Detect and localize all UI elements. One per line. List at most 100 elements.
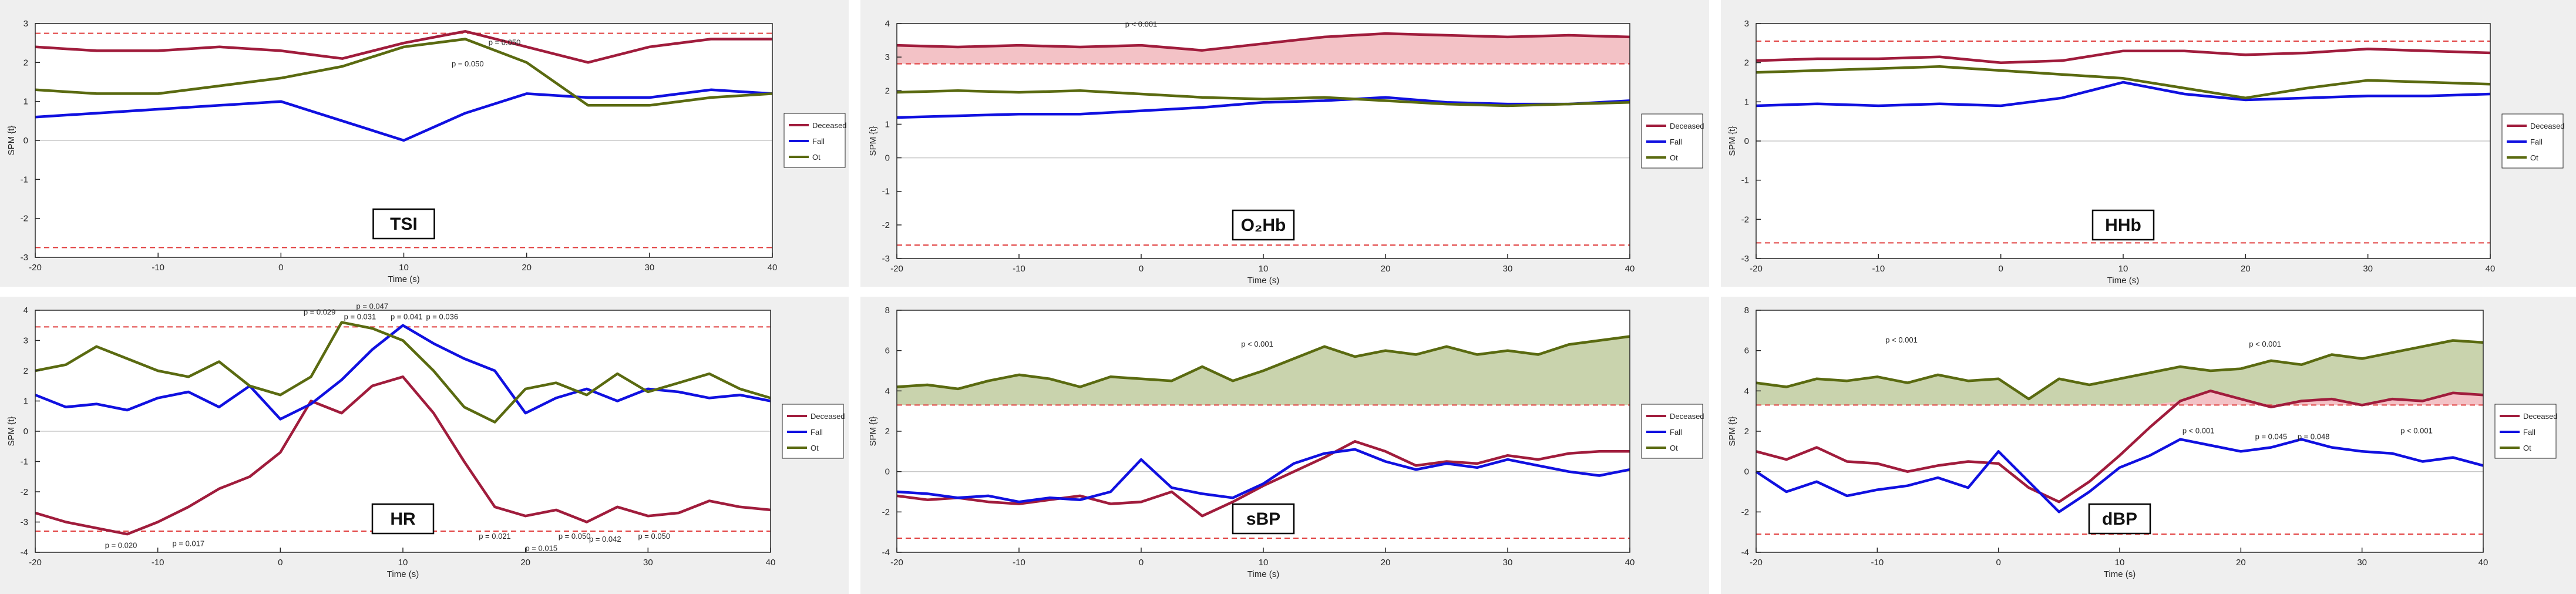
legend-entry-fall: Fall — [812, 137, 825, 146]
p-value-annotation: p = 0.042 — [589, 535, 621, 543]
y-tick-label: -1 — [1741, 176, 1749, 186]
y-tick-label: -2 — [1741, 214, 1749, 224]
p-value-annotation: p = 0.045 — [2255, 432, 2288, 441]
y-tick-label: 3 — [885, 52, 890, 62]
p-value-annotation: p = 0.047 — [357, 301, 389, 310]
x-axis-label: Time (s) — [387, 569, 419, 579]
y-tick-label: 0 — [885, 467, 890, 477]
p-value-annotation: p < 0.001 — [1241, 340, 1273, 348]
p-value-annotation: p = 0.029 — [304, 308, 336, 317]
x-tick-label: 20 — [2241, 264, 2251, 274]
p-value-annotation: p = 0.031 — [344, 312, 376, 321]
y-tick-label: 1 — [1744, 97, 1749, 107]
x-tick-label: 0 — [1139, 264, 1144, 274]
p-value-annotation: p = 0.050 — [489, 38, 521, 46]
series-line-ot — [896, 89, 1630, 108]
y-tick-label: 0 — [1744, 467, 1749, 477]
legend-entry-ot: Ot — [1670, 444, 1678, 452]
y-tick-label: 6 — [1744, 346, 1749, 356]
x-tick-label: 40 — [768, 263, 778, 273]
series-line-deceased — [1756, 390, 2484, 504]
y-tick-label: 2 — [23, 366, 28, 376]
x-tick-label: 0 — [278, 558, 283, 568]
series-line-deceased — [35, 375, 771, 536]
panel-label: O₂Hb — [1241, 216, 1286, 235]
x-tick-label: 20 — [1381, 264, 1391, 274]
legend-entry-ot: Ot — [811, 444, 819, 452]
y-tick-label: 1 — [23, 397, 28, 407]
x-axis-label: Time (s) — [388, 274, 419, 284]
legend-entry-fall: Fall — [2523, 428, 2535, 437]
p-value-annotation: p = 0.015 — [526, 543, 558, 552]
y-tick-label: 2 — [23, 58, 28, 68]
x-tick-label: -20 — [1750, 558, 1763, 568]
x-tick-label: 0 — [1998, 264, 2003, 274]
p-value-annotation: p = 0.017 — [173, 539, 205, 548]
y-tick-label: 8 — [885, 306, 890, 316]
y-tick-label: -2 — [1741, 507, 1749, 517]
y-tick-label: 4 — [885, 386, 890, 396]
significance-shading — [897, 33, 1630, 64]
y-tick-label: 3 — [1744, 19, 1749, 29]
x-tick-label: -10 — [1013, 558, 1025, 568]
p-value-annotation: p < 0.001 — [2400, 426, 2433, 435]
panel-label-box — [2091, 209, 2155, 241]
p-value-annotation: p < 0.001 — [2182, 426, 2215, 435]
x-tick-label: 10 — [2115, 558, 2125, 568]
y-axis-label: SPM {t} — [1727, 417, 1737, 447]
y-tick-label: 1 — [885, 119, 890, 129]
panel-label-box — [372, 208, 435, 240]
y-tick-label: -3 — [21, 253, 28, 263]
series-line-deceased — [35, 30, 772, 64]
panel-label-box — [1232, 209, 1295, 241]
y-tick-label: -4 — [21, 548, 28, 558]
panel-label: HHb — [2105, 216, 2141, 235]
x-tick-label: 30 — [644, 263, 654, 273]
y-tick-label: 0 — [23, 427, 28, 437]
y-tick-label: 4 — [23, 306, 28, 316]
x-tick-label: 20 — [520, 558, 530, 568]
x-tick-label: 30 — [643, 558, 653, 568]
p-value-annotation: p = 0.041 — [391, 312, 423, 321]
y-tick-label: 0 — [23, 136, 28, 146]
x-tick-label: 30 — [2357, 558, 2367, 568]
x-tick-label: 40 — [1625, 558, 1635, 568]
p-value-annotation: p = 0.050 — [452, 59, 484, 68]
legend-entry-ot: Ot — [812, 153, 820, 162]
y-axis-label: SPM {t} — [6, 417, 16, 447]
series-line-fall — [35, 88, 773, 142]
legend-entry-deceased: Deceased — [1670, 412, 1704, 421]
series-line-ot — [35, 321, 771, 424]
y-tick-label: 8 — [1744, 306, 1749, 316]
x-axis-label: Time (s) — [1247, 569, 1279, 579]
x-tick-label: -10 — [1013, 264, 1025, 274]
y-tick-label: -4 — [882, 548, 890, 558]
series-line-ot — [1756, 65, 2491, 99]
x-tick-label: 20 — [2236, 558, 2246, 568]
p-value-annotation: p = 0.020 — [105, 541, 137, 549]
x-tick-label: 0 — [1996, 558, 2000, 568]
x-tick-label: 40 — [2486, 264, 2496, 274]
y-tick-label: 2 — [1744, 58, 1749, 68]
panel-label: HR — [390, 509, 416, 529]
y-tick-label: 3 — [23, 19, 28, 29]
y-tick-label: -3 — [882, 254, 890, 264]
legend-entry-fall: Fall — [811, 428, 823, 437]
x-tick-label: 0 — [1139, 558, 1144, 568]
series-line-deceased — [896, 439, 1630, 518]
y-axis-label: SPM {t} — [868, 126, 878, 156]
y-tick-label: -2 — [882, 220, 890, 230]
y-tick-label: 6 — [885, 346, 890, 356]
legend-entry-ot: Ot — [1670, 153, 1678, 162]
panel-label: TSI — [390, 214, 418, 234]
p-value-annotation: p = 0.050 — [638, 532, 670, 541]
y-axis-label: SPM {t} — [6, 126, 16, 156]
p-value-annotation: p = 0.050 — [559, 532, 591, 541]
x-tick-label: 40 — [1625, 264, 1635, 274]
p-value-annotation: p < 0.001 — [2249, 340, 2281, 348]
legend-entry-fall: Fall — [2530, 137, 2543, 146]
y-tick-label: 3 — [23, 336, 28, 346]
series-line-ot — [896, 335, 1630, 391]
